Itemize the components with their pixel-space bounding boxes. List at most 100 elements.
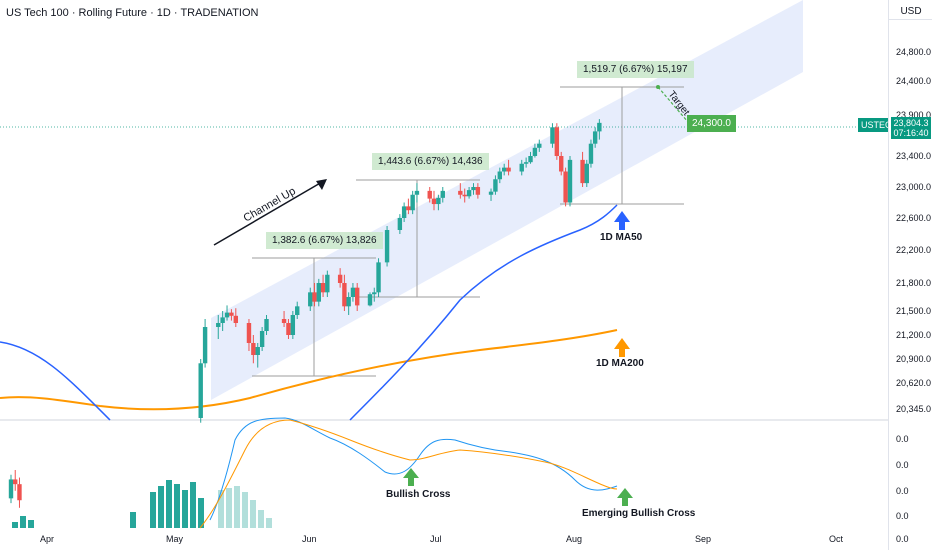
x-label-oct: Oct: [829, 534, 844, 544]
measure-1-label[interactable]: 1,382.6 (6.67%) 13,826: [266, 232, 383, 249]
histogram-bar: [28, 520, 34, 528]
candle-body[interactable]: [376, 262, 381, 293]
osc-tick: 0.0: [896, 511, 909, 521]
candle-body[interactable]: [337, 274, 343, 283]
histogram-bar: [234, 486, 240, 528]
candle-body[interactable]: [597, 122, 602, 132]
candle-body[interactable]: [229, 312, 234, 316]
channel-up[interactable]: [211, 0, 803, 400]
candle-body[interactable]: [8, 479, 14, 499]
candle-body[interactable]: [414, 190, 420, 195]
price-scale[interactable]: USD 24,800.0 24,400.0 23,900.0 23,400.0 …: [888, 0, 932, 550]
candle-body[interactable]: [325, 274, 330, 293]
candle-body[interactable]: [584, 163, 589, 184]
candle-body[interactable]: [220, 317, 225, 323]
candle-body[interactable]: [475, 187, 481, 195]
candle-body[interactable]: [466, 190, 472, 197]
candle-body[interactable]: [286, 323, 291, 335]
candle-body[interactable]: [588, 143, 594, 164]
candle-body[interactable]: [462, 194, 467, 197]
candle-body[interactable]: [523, 162, 529, 164]
candle-body[interactable]: [355, 287, 360, 306]
candle-body[interactable]: [471, 187, 476, 191]
candle-body[interactable]: [264, 319, 269, 331]
candle-body[interactable]: [537, 143, 542, 148]
ma50-arrow-icon: [614, 211, 630, 230]
current-price-badge[interactable]: 23,804.3 07:16:40: [891, 117, 931, 139]
candle-body[interactable]: [290, 315, 296, 335]
candle-body[interactable]: [563, 171, 568, 203]
ma200-label: 1D MA200: [596, 358, 644, 369]
ma200-arrow-icon: [614, 338, 630, 357]
measure-3-label[interactable]: 1,519.7 (6.67%) 15,197: [577, 61, 694, 78]
candle-body[interactable]: [312, 292, 317, 302]
candle-body[interactable]: [367, 294, 373, 306]
candle-body[interactable]: [251, 343, 256, 355]
candle-body[interactable]: [410, 194, 415, 211]
candle-body[interactable]: [436, 197, 441, 205]
candle-body[interactable]: [506, 167, 511, 172]
candle-body[interactable]: [458, 190, 463, 195]
measure-2-label[interactable]: 1,443.6 (6.67%) 14,436: [372, 153, 489, 170]
currency-label[interactable]: USD: [889, 4, 932, 20]
candle-body[interactable]: [295, 306, 300, 315]
candle-body[interactable]: [342, 283, 347, 307]
candle-body[interactable]: [320, 283, 326, 293]
candle-body[interactable]: [488, 191, 494, 195]
candles-group[interactable]: [8, 119, 602, 508]
price-chart[interactable]: Target Channel Up: [0, 0, 888, 550]
candle-body[interactable]: [346, 297, 351, 307]
histogram-bar: [250, 500, 256, 528]
price-tick: 20,900.0: [896, 354, 932, 364]
candle-body[interactable]: [384, 230, 390, 263]
candle-body[interactable]: [559, 156, 564, 172]
candle-body[interactable]: [198, 363, 203, 418]
candle-body[interactable]: [233, 315, 239, 323]
measure-1-range[interactable]: [252, 257, 376, 377]
chart-pane[interactable]: Target Channel Up US Tech 100 · Rolling …: [0, 0, 888, 550]
channel-arrow[interactable]: [213, 181, 323, 246]
candle-body[interactable]: [532, 147, 538, 156]
candle-body[interactable]: [427, 190, 432, 199]
candle-body[interactable]: [567, 159, 573, 203]
symbol-badge[interactable]: USTECFU: [858, 118, 888, 132]
candle-body[interactable]: [528, 156, 533, 163]
price-tick: 23,900.0: [896, 110, 932, 120]
candle-body[interactable]: [580, 159, 585, 184]
candle-body[interactable]: [554, 127, 560, 156]
candle-body[interactable]: [281, 319, 287, 323]
candle-body[interactable]: [401, 206, 407, 218]
candle-body[interactable]: [350, 287, 356, 297]
price-tick: 22,200.0: [896, 245, 932, 255]
ma50-line: [0, 204, 618, 421]
candle-body[interactable]: [592, 131, 598, 144]
candle-body[interactable]: [224, 312, 230, 318]
candle-body[interactable]: [519, 163, 524, 172]
target-value-badge[interactable]: 24,300.0: [687, 115, 736, 132]
candle-body[interactable]: [259, 331, 265, 347]
x-label-may: May: [166, 534, 184, 544]
ma200-line: [0, 329, 618, 411]
candle-body[interactable]: [255, 347, 260, 355]
candle-body[interactable]: [497, 171, 503, 180]
candle-body[interactable]: [216, 323, 221, 327]
candle-body[interactable]: [501, 167, 507, 172]
candle-body[interactable]: [493, 179, 498, 192]
measure-3-range[interactable]: [560, 86, 684, 205]
candle-body[interactable]: [246, 323, 252, 343]
candle-body[interactable]: [372, 292, 377, 295]
candle-body[interactable]: [440, 190, 445, 198]
candle-body[interactable]: [308, 292, 313, 307]
histogram-bar: [158, 486, 164, 528]
symbol-title[interactable]: US Tech 100 · Rolling Future · 1D · TRAD…: [6, 7, 259, 19]
candle-body[interactable]: [431, 198, 437, 205]
candle-body[interactable]: [550, 127, 555, 144]
candle-body[interactable]: [406, 206, 411, 211]
candle-body[interactable]: [13, 479, 18, 485]
candle-body[interactable]: [202, 327, 208, 364]
candle-body[interactable]: [316, 283, 321, 302]
candle-body[interactable]: [397, 218, 403, 230]
candle-body[interactable]: [17, 484, 22, 501]
target-point[interactable]: [656, 85, 660, 89]
target-line[interactable]: [657, 86, 689, 123]
